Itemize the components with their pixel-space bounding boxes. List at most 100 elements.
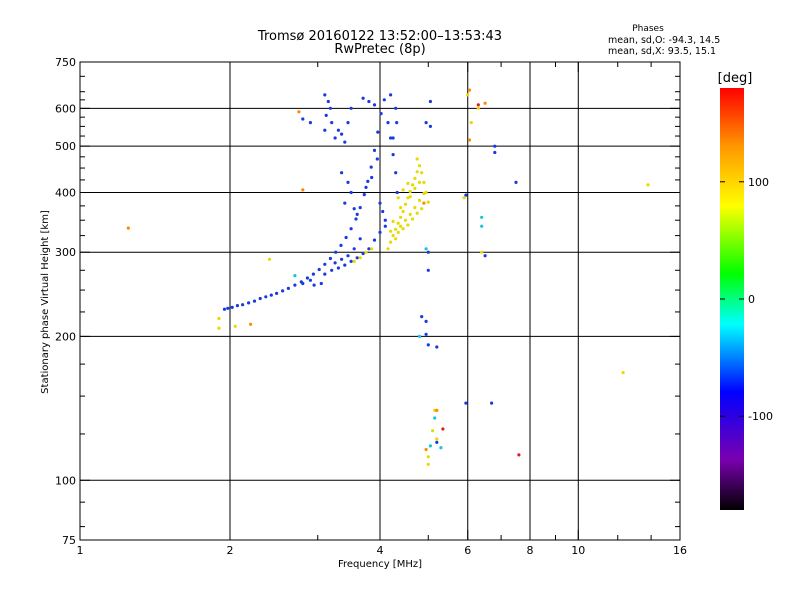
data-point-s1-19 xyxy=(415,211,419,215)
data-point-s0-24 xyxy=(354,217,358,221)
data-point-s0-8 xyxy=(264,295,268,299)
data-point-s1-34 xyxy=(408,195,412,199)
data-point-s0-18 xyxy=(323,262,327,266)
data-point-s1-42 xyxy=(358,256,362,260)
grid-lines xyxy=(80,62,680,540)
data-point-s0-104 xyxy=(493,150,497,155)
data-point-s0-102 xyxy=(483,254,487,258)
data-point-s2-8 xyxy=(435,408,439,412)
data-point-s0-20 xyxy=(334,250,338,254)
data-point-s0-59 xyxy=(333,136,337,140)
colorbar-tick-label-0: 100 xyxy=(748,176,769,189)
data-point-s0-74 xyxy=(389,93,393,97)
data-point-s0-30 xyxy=(376,130,380,134)
data-point-s0-34 xyxy=(389,136,393,140)
data-point-s1-17 xyxy=(426,200,430,204)
data-point-s0-40 xyxy=(372,238,377,242)
data-point-s0-96 xyxy=(426,268,430,272)
data-point-s1-45 xyxy=(217,326,221,330)
data-point-s1-10 xyxy=(411,183,415,187)
data-point-s1-46 xyxy=(233,324,237,328)
data-point-s0-65 xyxy=(349,190,353,195)
data-point-s3-7 xyxy=(417,334,422,338)
data-point-s0-101 xyxy=(435,345,439,349)
data-point-s0-89 xyxy=(308,278,312,282)
data-point-s0-72 xyxy=(367,99,371,104)
data-point-s1-36 xyxy=(417,180,422,184)
data-point-s1-32 xyxy=(391,219,395,223)
data-point-s0-52 xyxy=(326,99,330,104)
x-tick-label-1: 2 xyxy=(227,544,234,557)
data-point-s0-6 xyxy=(252,299,257,303)
data-point-s0-81 xyxy=(378,201,382,205)
data-point-s1-29 xyxy=(422,191,426,196)
data-point-s4-1 xyxy=(517,453,521,457)
data-point-s0-23 xyxy=(349,227,353,231)
data-point-s1-60 xyxy=(415,157,419,161)
data-point-s1-26 xyxy=(408,212,412,216)
y-tick-label-6: 600 xyxy=(55,102,76,115)
data-point-s0-33 xyxy=(386,121,390,125)
data-point-s0-32 xyxy=(382,98,386,102)
data-point-s1-38 xyxy=(401,188,405,192)
data-point-s0-17 xyxy=(317,267,321,272)
data-point-s1-59 xyxy=(267,257,272,261)
data-point-s0-60 xyxy=(343,140,347,144)
data-points xyxy=(126,88,650,466)
data-point-s0-68 xyxy=(355,212,359,216)
data-point-s1-41 xyxy=(364,250,368,254)
data-point-s0-91 xyxy=(428,99,432,104)
data-point-s0-67 xyxy=(352,207,356,211)
data-point-s2-4 xyxy=(467,88,472,92)
data-point-s0-61 xyxy=(346,121,350,125)
data-point-s4-2 xyxy=(476,103,480,107)
data-point-s1-57 xyxy=(621,371,625,375)
data-point-s0-0 xyxy=(222,307,227,311)
data-point-s2-5 xyxy=(483,101,487,105)
data-point-s1-7 xyxy=(403,202,408,206)
x-tick-label-0: 1 xyxy=(77,544,84,557)
data-point-s0-15 xyxy=(305,276,309,280)
data-point-s1-15 xyxy=(422,180,426,184)
data-point-s0-53 xyxy=(328,106,332,110)
data-point-s0-38 xyxy=(383,218,387,222)
data-point-s3-0 xyxy=(428,444,432,448)
data-point-s0-16 xyxy=(311,272,315,276)
data-point-s0-25 xyxy=(358,206,362,210)
data-point-s1-53 xyxy=(466,93,470,97)
phases-x-stats: mean, sd,X: 93.5, 15.1 xyxy=(608,46,716,57)
data-point-s0-27 xyxy=(366,179,370,183)
data-point-s0-107 xyxy=(490,401,494,405)
data-point-s1-48 xyxy=(426,462,430,466)
data-point-s1-56 xyxy=(462,196,466,200)
data-point-s1-54 xyxy=(476,106,480,110)
x-tick-label-2: 4 xyxy=(377,544,384,557)
data-point-s2-3 xyxy=(301,188,305,192)
data-point-s0-63 xyxy=(340,171,344,175)
data-point-s4-0 xyxy=(441,427,445,431)
data-point-s0-90 xyxy=(301,281,305,286)
data-point-s0-28 xyxy=(369,165,373,169)
chart-subtitle: RwPretec (8p) xyxy=(334,42,425,57)
chart-title: Tromsø 20160122 13:52:00–13:53:43 xyxy=(257,29,502,44)
y-tick-label-5: 500 xyxy=(55,140,76,153)
data-point-s0-37 xyxy=(395,190,399,195)
data-point-s0-77 xyxy=(391,136,395,140)
data-point-s0-56 xyxy=(323,128,327,132)
data-point-s0-51 xyxy=(323,93,327,97)
data-point-s0-108 xyxy=(435,440,439,444)
data-point-s0-35 xyxy=(391,153,395,157)
data-point-s0-41 xyxy=(367,247,371,251)
data-point-s0-94 xyxy=(464,193,468,197)
data-point-s0-100 xyxy=(426,343,430,347)
data-point-s3-4 xyxy=(433,416,437,420)
data-point-s1-5 xyxy=(399,215,403,219)
colorbar-label: [deg] xyxy=(718,71,753,86)
data-point-s0-79 xyxy=(370,175,374,180)
data-point-s1-20 xyxy=(411,217,415,221)
data-point-s0-42 xyxy=(361,252,365,256)
data-point-s0-31 xyxy=(379,112,383,116)
plot-frame xyxy=(79,61,681,541)
data-point-s0-13 xyxy=(293,283,297,287)
data-point-s0-43 xyxy=(355,256,359,260)
